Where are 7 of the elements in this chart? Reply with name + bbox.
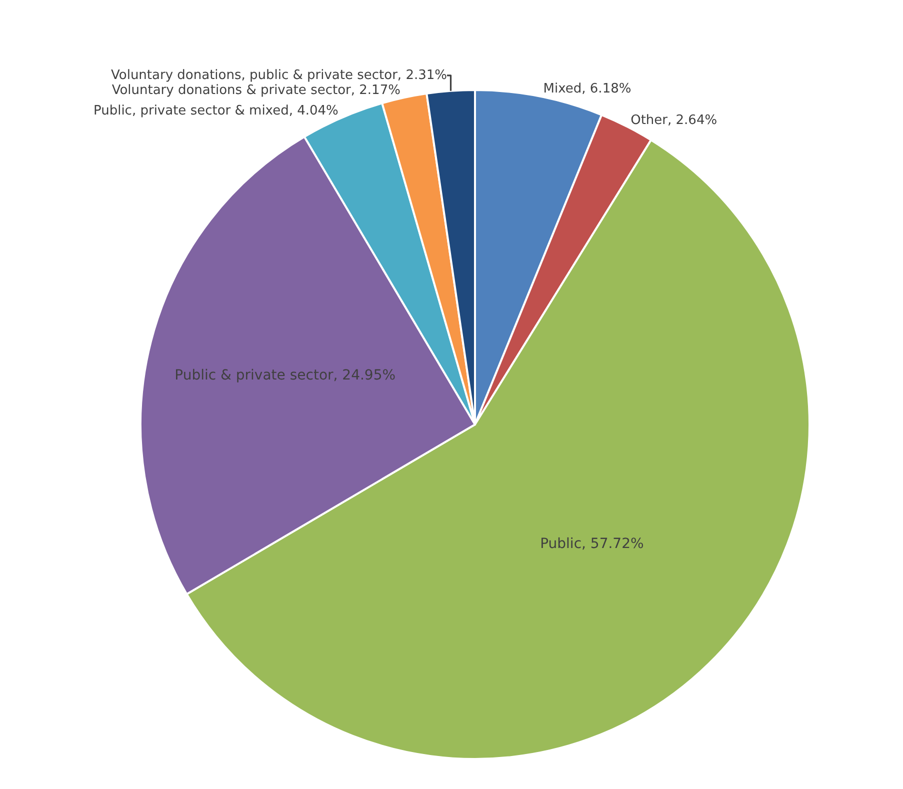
slice-label: Voluntary donations & private sector, 2.17%	[112, 82, 400, 98]
slice-label: Other, 2.64%	[630, 112, 718, 128]
slice-label: Public, private sector & mixed, 4.04%	[93, 104, 338, 119]
slice-label: Mixed, 6.18%	[543, 82, 632, 97]
slice-label: Public & private sector, 24.95%	[174, 368, 396, 384]
slice-label: Voluntary donations, public & private sector, 2.31%	[110, 68, 447, 83]
slice-label: Public, 57.72%	[540, 536, 644, 552]
